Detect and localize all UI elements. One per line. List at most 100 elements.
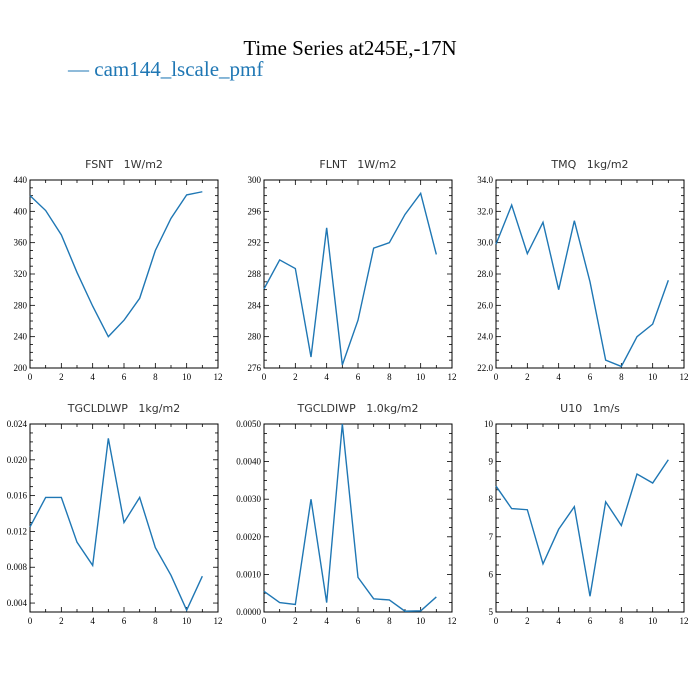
x-tick-label: 6 xyxy=(356,372,361,382)
y-tick-label: 200 xyxy=(14,363,28,373)
x-tick-label: 12 xyxy=(680,616,689,626)
x-tick-label: 4 xyxy=(556,372,561,382)
x-tick-label: 2 xyxy=(525,372,530,382)
plot-frame xyxy=(29,179,219,369)
x-tick-label: 8 xyxy=(619,616,624,626)
x-tick-label: 0 xyxy=(28,372,33,382)
y-tick-label: 276 xyxy=(248,363,262,373)
x-tick-label: 6 xyxy=(356,616,361,626)
x-tick-label: 8 xyxy=(619,372,624,382)
y-tick-label: 28.0 xyxy=(477,269,493,279)
panel-6: U10 1m/s 0 2 4 6 8 10 12 5 6 7 8 9 10 xyxy=(484,402,689,626)
panel-2: FLNT 1W/m2 0 2 4 6 8 10 12 276 280 284 288 292 296 300 xyxy=(248,158,457,382)
y-tick-label: 320 xyxy=(14,269,28,279)
y-tick-label: 32.0 xyxy=(477,206,493,216)
series-line xyxy=(29,191,203,338)
y-tick-label: 26.0 xyxy=(477,300,493,310)
x-tick-label: 12 xyxy=(214,616,223,626)
x-tick-label: 2 xyxy=(525,616,530,626)
x-tick-label: 0 xyxy=(494,372,499,382)
x-tick-label: 2 xyxy=(59,616,64,626)
x-tick-label: 0 xyxy=(262,616,267,626)
x-tick-label: 10 xyxy=(182,616,192,626)
y-tick-label: 0.024 xyxy=(7,419,28,429)
x-tick-label: 4 xyxy=(90,616,95,626)
x-tick-label: 4 xyxy=(556,616,561,626)
x-tick-label: 12 xyxy=(448,372,457,382)
y-tick-label: 240 xyxy=(14,332,28,342)
x-tick-label: 6 xyxy=(588,616,593,626)
x-tick-label: 8 xyxy=(153,616,158,626)
y-tick-label: 5 xyxy=(489,607,494,617)
x-tick-label: 8 xyxy=(153,372,158,382)
x-tick-label: 12 xyxy=(214,372,223,382)
y-tick-label: 0.016 xyxy=(7,491,28,501)
plot-frame xyxy=(29,423,219,613)
y-tick-label: 0.0000 xyxy=(236,607,261,617)
x-tick-label: 4 xyxy=(90,372,95,382)
series-line xyxy=(495,459,669,597)
x-tick-label: 12 xyxy=(680,372,689,382)
y-tick-label: 296 xyxy=(248,206,262,216)
y-tick-label: 0.008 xyxy=(7,562,28,572)
figure-title: Time Series at245E,-17N xyxy=(243,36,457,60)
y-tick-label: 9 xyxy=(489,457,494,467)
panel-3: TMQ 1kg/m2 0 2 4 6 8 10 12 22.0 24.0 26.0 28.0 30.0 3… xyxy=(477,158,688,382)
y-tick-label: 7 xyxy=(489,532,494,542)
y-tick-label: 8 xyxy=(489,494,494,504)
panel-title: TGCLDIWP 1.0kg/m2 xyxy=(296,402,418,415)
plot-frame xyxy=(495,179,685,369)
panel-title: U10 1m/s xyxy=(560,402,620,415)
plot-frame xyxy=(495,423,685,613)
y-tick-label: 0.0050 xyxy=(236,419,261,429)
x-tick-label: 4 xyxy=(324,616,329,626)
x-tick-label: 8 xyxy=(387,616,392,626)
series-line xyxy=(495,203,669,368)
panel-title: TGCLDLWP 1kg/m2 xyxy=(67,402,180,415)
y-tick-label: 440 xyxy=(14,175,28,185)
y-tick-label: 288 xyxy=(248,269,262,279)
x-tick-label: 10 xyxy=(648,372,658,382)
y-tick-label: 0.020 xyxy=(7,455,28,465)
x-tick-label: 10 xyxy=(416,616,426,626)
panel-title: FLNT 1W/m2 xyxy=(319,158,396,171)
y-tick-label: 300 xyxy=(248,175,262,185)
plot-frame xyxy=(263,423,453,613)
x-tick-label: 8 xyxy=(387,372,392,382)
y-tick-label: 0.0030 xyxy=(236,494,261,504)
x-tick-label: 2 xyxy=(59,372,64,382)
y-tick-label: 0.0010 xyxy=(236,569,261,579)
legend-label: cam144_lscale_pmf xyxy=(94,57,264,81)
y-tick-label: 30.0 xyxy=(477,238,493,248)
y-tick-label: 0.0040 xyxy=(236,457,261,467)
y-tick-label: 24.0 xyxy=(477,332,493,342)
series-line xyxy=(263,191,438,366)
panel-title: FSNT 1W/m2 xyxy=(85,158,163,171)
series-line xyxy=(29,438,203,612)
x-tick-label: 2 xyxy=(293,372,298,382)
y-tick-label: 360 xyxy=(14,238,28,248)
x-tick-label: 12 xyxy=(448,616,457,626)
x-tick-label: 0 xyxy=(28,616,33,626)
x-tick-label: 4 xyxy=(324,372,329,382)
x-tick-label: 0 xyxy=(262,372,267,382)
y-tick-label: 34.0 xyxy=(477,175,493,185)
x-tick-label: 6 xyxy=(588,372,593,382)
series-line xyxy=(263,423,437,612)
y-tick-label: 284 xyxy=(248,300,262,310)
x-tick-label: 2 xyxy=(293,616,298,626)
y-tick-label: 0.0020 xyxy=(236,532,261,542)
y-tick-label: 292 xyxy=(248,238,262,248)
y-tick-label: 22.0 xyxy=(477,363,493,373)
y-tick-label: 0.012 xyxy=(7,526,27,536)
y-tick-label: 280 xyxy=(14,300,28,310)
legend: — cam144_lscale_pmf xyxy=(68,57,263,82)
x-tick-label: 0 xyxy=(494,616,499,626)
y-tick-label: 10 xyxy=(484,419,494,429)
y-tick-label: 280 xyxy=(248,332,262,342)
x-tick-label: 10 xyxy=(182,372,192,382)
panel-1: FSNT 1W/m2 0 2 4 6 8 10 12 200 240 280 320 360 400 440 xyxy=(14,158,223,382)
x-tick-label: 10 xyxy=(416,372,426,382)
x-tick-label: 6 xyxy=(122,372,127,382)
